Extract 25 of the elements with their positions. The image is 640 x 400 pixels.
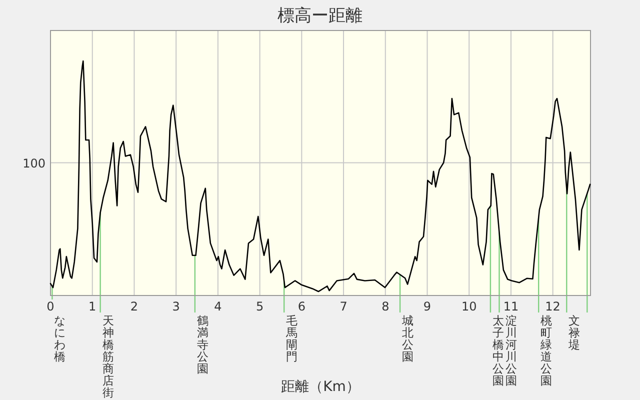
x-tick-label: 8 — [382, 300, 390, 314]
ref-line-label: 鶴満寺公園 — [196, 314, 209, 376]
x-tick-label: 12 — [545, 300, 560, 314]
x-tick-label: 11 — [503, 300, 519, 314]
x-tick-label: 6 — [298, 300, 306, 314]
x-tick-label: 10 — [461, 300, 477, 314]
text: 100 — [22, 156, 46, 170]
x-tick-label: 2 — [130, 300, 138, 314]
chart-title: 標高ー距離 — [278, 6, 362, 26]
ref-line-label: 桃町緑道公園 — [540, 314, 553, 388]
x-tick-label: 0 — [46, 300, 54, 314]
x-tick-label: 7 — [340, 300, 348, 314]
ref-line-label: 文禄堤 — [568, 314, 581, 352]
x-tick-label: 1 — [88, 300, 96, 314]
ref-line-label: 淀川河川公園 — [505, 314, 518, 388]
ref-line-label: 城北公園 — [401, 314, 414, 364]
ref-line-label: なにわ橋 — [54, 314, 66, 364]
x-tick-label: 9 — [423, 300, 432, 314]
ref-line-label: 太子橋中公園 — [492, 314, 504, 388]
ref-line-label: 天神橋筋商店街 — [102, 314, 114, 400]
ref-line-label: 毛馬閘門 — [285, 314, 298, 364]
x-tick-label: 4 — [214, 300, 222, 314]
x-tick-label: 5 — [256, 300, 264, 314]
x-axis-title: 距離（Km） — [281, 379, 360, 395]
x-tick-label: 3 — [172, 300, 180, 314]
